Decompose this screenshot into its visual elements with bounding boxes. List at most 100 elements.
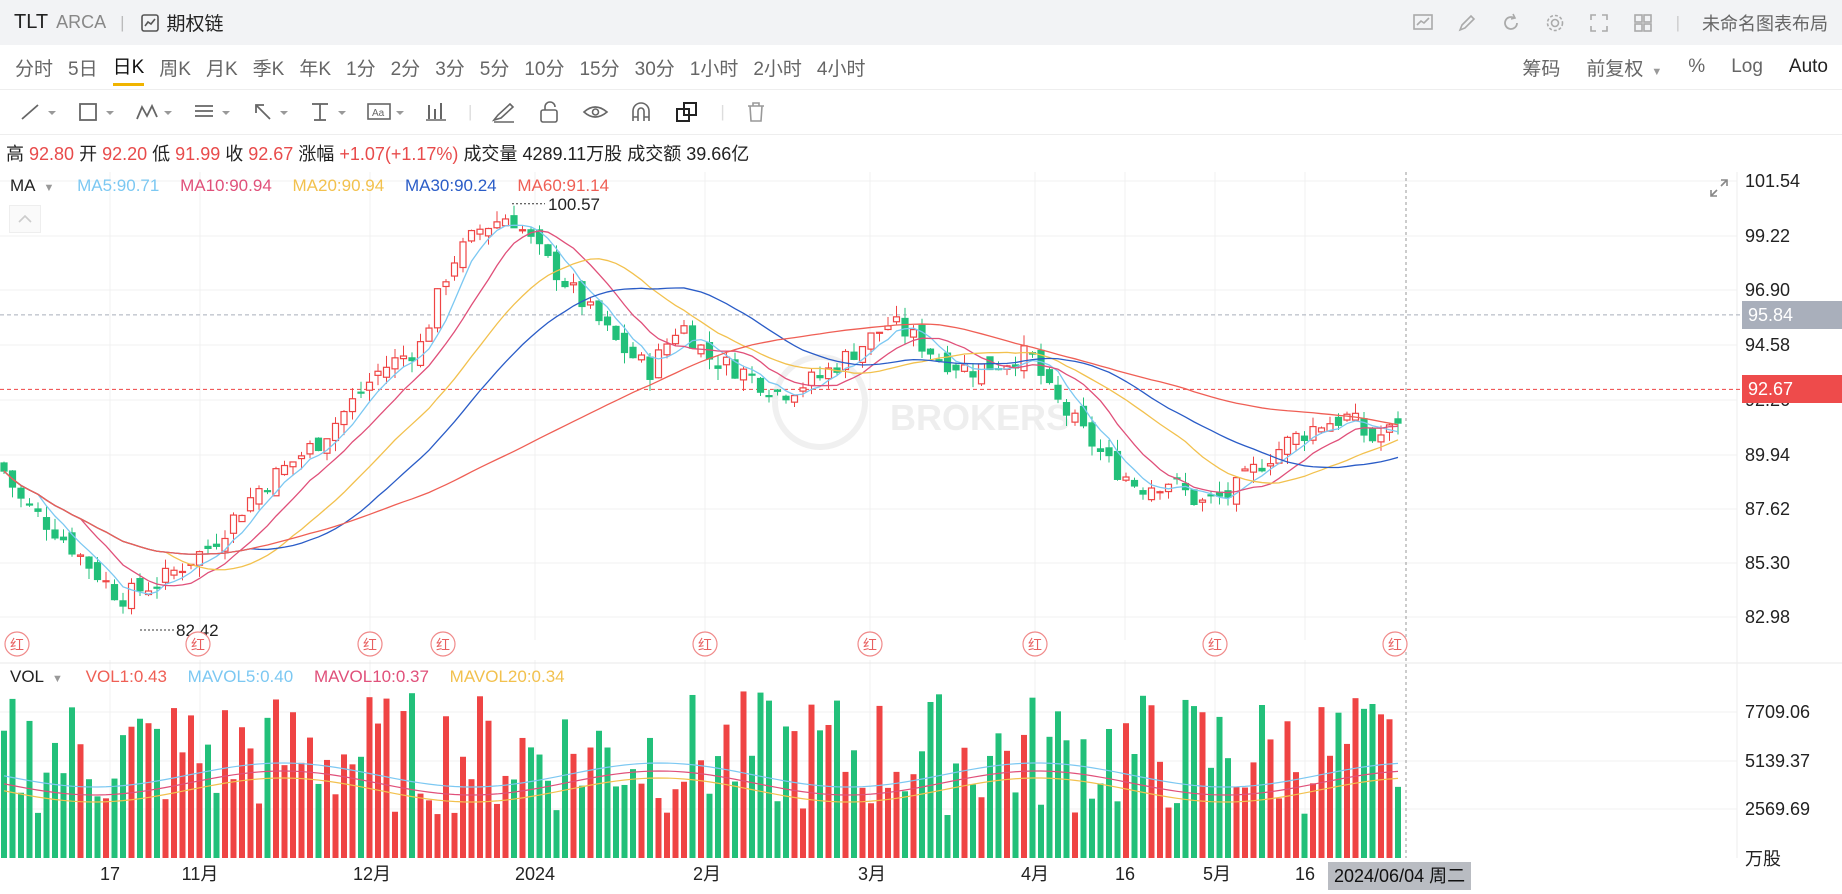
ma5-value: MA5:90.71	[77, 176, 160, 195]
candle-body	[960, 364, 969, 372]
mavol-line	[3, 762, 1399, 788]
candle-body	[824, 367, 833, 380]
rect-tool-icon[interactable]	[76, 101, 116, 123]
chips-button[interactable]: 筹码	[1522, 58, 1561, 80]
volume-bar	[681, 781, 687, 858]
candle-body	[229, 514, 238, 534]
auto-toggle[interactable]: Auto	[1788, 56, 1828, 77]
vol-legend-title[interactable]: VOL	[10, 667, 45, 686]
candle-body	[59, 536, 68, 541]
volume-bar	[774, 801, 781, 858]
grid-icon[interactable]	[1632, 12, 1654, 34]
tab-timeframe-weekly[interactable]: 周K	[159, 58, 191, 80]
volume-bar	[740, 691, 747, 858]
volume-bar	[247, 748, 254, 858]
pencil-icon[interactable]	[1456, 12, 1478, 34]
magnet-icon[interactable]	[628, 101, 656, 123]
volume-bar	[171, 708, 177, 858]
volume-bar	[239, 727, 245, 858]
tab-timeframe-quarterly[interactable]: 季K	[252, 58, 285, 80]
candle-body	[909, 329, 918, 338]
volume-bar	[1106, 728, 1112, 858]
tab-timeframe-10m[interactable]: 10分	[524, 58, 565, 80]
tab-timeframe-2m[interactable]: 2分	[390, 58, 421, 80]
volume-bar	[502, 775, 509, 858]
candle-body	[51, 529, 59, 539]
volume-bar	[587, 747, 594, 858]
expand-icon[interactable]	[1708, 177, 1730, 199]
ma20-line	[3, 258, 1399, 571]
layout-name[interactable]: 未命名图表布局	[1702, 13, 1828, 34]
vol1-value: VOL1:0.43	[85, 667, 167, 686]
gear-icon[interactable]	[1544, 12, 1566, 34]
chart-icon[interactable]	[1412, 12, 1434, 34]
brush-icon[interactable]	[490, 101, 518, 123]
options-chain-button[interactable]: 期权链	[139, 9, 224, 36]
tab-timeframe-15m[interactable]: 15分	[579, 58, 620, 80]
ma60-line	[3, 323, 1399, 555]
tab-timeframe-4h[interactable]: 4小时	[816, 58, 866, 80]
volume-bar	[9, 698, 16, 858]
candle-body	[637, 354, 646, 361]
tab-timeframe-3m[interactable]: 3分	[435, 58, 465, 80]
candle-body	[714, 365, 722, 369]
volume-bar	[341, 754, 347, 858]
text-tool-icon[interactable]: Aa	[366, 101, 406, 123]
tab-timeframe-30m[interactable]: 30分	[634, 58, 675, 80]
candle-body	[867, 332, 875, 350]
log-toggle[interactable]: Log	[1731, 56, 1763, 77]
fib-tool-icon[interactable]	[192, 101, 232, 123]
layers-icon[interactable]	[674, 101, 702, 123]
tab-timeframe-5d[interactable]: 5日	[68, 58, 98, 80]
ma30-value: MA30:90.24	[404, 176, 497, 195]
candle-body	[858, 345, 867, 363]
volume-bar	[902, 791, 908, 858]
watermark: BROKERS	[890, 397, 1070, 438]
percent-toggle[interactable]: %	[1688, 56, 1706, 77]
volume-bar	[1174, 803, 1180, 858]
volume-bar	[1233, 787, 1240, 858]
tab-timeframe-1h[interactable]: 1小时	[689, 58, 739, 80]
candle-body	[1062, 402, 1071, 416]
volume-bar	[1055, 711, 1061, 858]
candle-body	[484, 227, 493, 237]
arrow-tool-icon[interactable]	[250, 101, 290, 123]
collapse-button[interactable]	[9, 205, 41, 233]
pattern-tool-icon[interactable]	[134, 101, 174, 123]
trash-icon[interactable]	[743, 101, 771, 123]
candle-body	[476, 228, 484, 235]
price-axis-label: 82.98	[1745, 607, 1790, 627]
timeframe-bar: 分时 5日 日K 周K 月K 季K 年K 1分 2分 3分 5分 10分 15分…	[0, 45, 1842, 90]
volume-bar	[868, 803, 874, 858]
tab-timeframe-daily[interactable]: 日K	[112, 48, 145, 86]
chevron-down-icon[interactable]: ▼	[43, 182, 55, 194]
ticker-symbol[interactable]: TLT	[14, 11, 49, 33]
adjust-dropdown[interactable]: 前复权 ▼	[1586, 54, 1662, 81]
ma-legend-title[interactable]: MA	[10, 176, 36, 195]
candle-body	[799, 387, 807, 392]
tab-timeframe-1m[interactable]: 1分	[346, 58, 376, 80]
tab-timeframe-2h[interactable]: 2小时	[753, 58, 802, 80]
candle-body	[110, 584, 119, 601]
measure-tool-icon[interactable]	[308, 101, 348, 123]
volume-bar	[851, 750, 857, 858]
tab-timeframe-yearly[interactable]: 年K	[299, 58, 332, 80]
fullscreen-icon[interactable]	[1588, 12, 1610, 34]
bar-tool-icon[interactable]	[424, 101, 450, 123]
volume-bar	[553, 810, 560, 858]
level-price-tag: 95.84	[1742, 301, 1842, 329]
volume-bar	[562, 719, 568, 858]
lock-icon[interactable]	[536, 101, 564, 123]
refresh-icon[interactable]	[1500, 12, 1522, 34]
tab-timeframe-fenshi[interactable]: 分时	[15, 58, 54, 80]
chevron-down-icon[interactable]: ▼	[52, 673, 63, 685]
tab-timeframe-monthly[interactable]: 月K	[205, 58, 238, 80]
line-tool-icon[interactable]	[18, 101, 58, 123]
volume-bar	[672, 789, 679, 858]
eye-icon[interactable]	[582, 101, 610, 123]
tab-timeframe-5m[interactable]: 5分	[479, 58, 510, 80]
candle-body	[773, 389, 782, 392]
volume-bar	[987, 755, 993, 858]
volume-bar	[1344, 743, 1350, 858]
